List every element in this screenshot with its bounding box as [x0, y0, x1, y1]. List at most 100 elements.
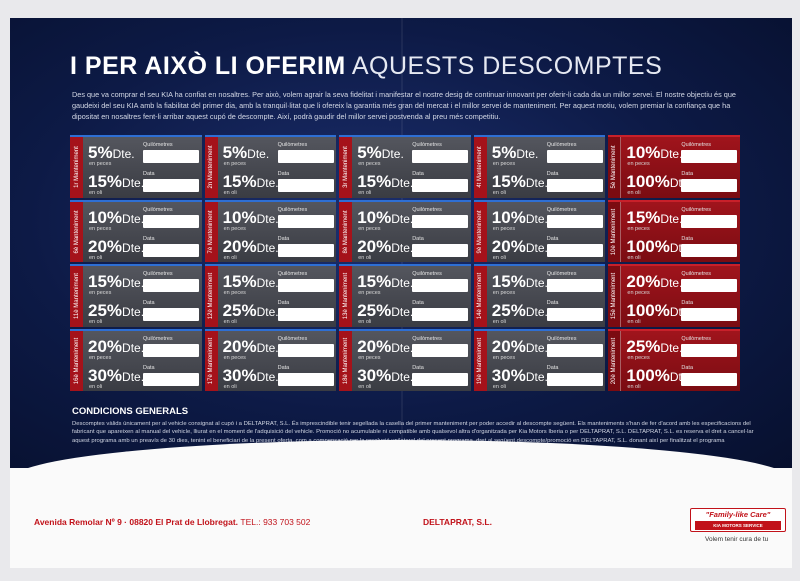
oil-percent: 15%	[491, 172, 526, 191]
oil-discount: 25%Dte.	[223, 301, 279, 321]
oil-discount-line: 25%Dte. en oli Data	[223, 299, 334, 327]
km-field[interactable]	[412, 214, 469, 228]
date-field[interactable]	[546, 243, 603, 257]
km-field[interactable]	[143, 343, 199, 357]
km-field[interactable]	[143, 279, 199, 292]
oil-percent: 20%	[88, 236, 123, 256]
date-field[interactable]	[546, 179, 603, 192]
date-field[interactable]	[412, 372, 469, 386]
date-field[interactable]	[277, 372, 334, 386]
date-field[interactable]	[412, 179, 469, 192]
parts-discount: 20%Dte.	[626, 272, 682, 292]
oil-sub: en oli	[627, 190, 641, 196]
date-field[interactable]	[277, 179, 334, 192]
km-field[interactable]	[681, 214, 738, 228]
oil-discount: 20%Dte.	[357, 237, 413, 257]
km-field[interactable]	[143, 214, 199, 228]
date-field[interactable]	[681, 243, 738, 257]
km-field[interactable]	[681, 150, 738, 163]
date-field[interactable]	[412, 308, 469, 321]
km-field[interactable]	[277, 343, 334, 357]
maintenance-label-text: 14è Manteniment	[477, 273, 484, 320]
oil-discount: 25%Dte.	[88, 301, 144, 321]
maintenance-label-text: 9è Manteniment	[477, 210, 484, 254]
date-field[interactable]	[546, 308, 603, 321]
km-field[interactable]	[412, 279, 469, 292]
date-field[interactable]	[412, 243, 469, 257]
parts-discount-line: 5%Dte. en peces Quilòmetres	[492, 141, 603, 169]
parts-discount: 20%Dte.	[492, 337, 548, 357]
oil-discount-line: 20%Dte. en oli Data	[88, 235, 199, 263]
parts-discount: 5%Dte.	[492, 143, 539, 163]
date-label: Data	[681, 300, 694, 306]
date-field[interactable]	[277, 243, 334, 257]
oil-discount: 25%Dte.	[492, 301, 548, 321]
parts-sub: en peces	[89, 290, 112, 296]
km-field[interactable]	[546, 150, 603, 163]
oil-discount-line: 25%Dte. en oli Data	[357, 299, 469, 327]
date-field[interactable]	[681, 372, 738, 386]
km-field[interactable]	[277, 150, 334, 163]
dte-label: Dte.	[525, 340, 548, 355]
dte-label: Dte.	[525, 176, 548, 190]
km-field[interactable]	[546, 343, 603, 357]
date-field[interactable]	[681, 308, 738, 321]
dte-label: Dte.	[122, 176, 145, 190]
parts-sub: en peces	[627, 290, 650, 296]
date-field[interactable]	[143, 179, 199, 192]
oil-discount-line: 20%Dte. en oli Data	[223, 235, 334, 263]
dte-label: Dte.	[391, 176, 414, 190]
date-field[interactable]	[681, 179, 738, 192]
coupon-maintenance-label: 6è Manteniment	[70, 201, 83, 262]
date-field[interactable]	[277, 308, 334, 321]
maintenance-label-text: 13è Manteniment	[342, 273, 349, 320]
date-label: Data	[681, 235, 694, 242]
km-label: Quilòmetres	[681, 206, 712, 213]
parts-sub: en peces	[89, 225, 112, 232]
km-field[interactable]	[546, 214, 603, 228]
oil-percent: 25%	[88, 301, 123, 320]
date-label: Data	[546, 235, 559, 242]
km-field[interactable]	[277, 279, 334, 292]
dte-label: Dte.	[112, 147, 135, 161]
oil-discount: 15%Dte.	[357, 172, 413, 192]
footer-address: Avenida Remolar Nº 9 · 08820 El Prat de …	[34, 517, 310, 527]
dte-label: Dte.	[525, 276, 548, 290]
date-field[interactable]	[143, 372, 199, 386]
parts-discount-line: 5%Dte. en peces Quilòmetres	[357, 141, 469, 169]
parts-discount-line: 15%Dte. en peces Quilòmetres	[223, 270, 334, 298]
date-label: Data	[143, 171, 155, 177]
dte-label: Dte.	[122, 276, 145, 290]
address-text: Avenida Remolar Nº 9 · 08820 El Prat de …	[34, 517, 239, 527]
oil-sub: en oli	[358, 383, 372, 390]
km-field[interactable]	[277, 214, 334, 228]
parts-percent: 20%	[357, 336, 392, 356]
date-field[interactable]	[143, 243, 199, 257]
coupon-maintenance-label: 4t Manteniment	[473, 137, 487, 198]
oil-percent: 15%	[222, 172, 257, 191]
oil-sub: en oli	[89, 190, 103, 196]
km-field[interactable]	[143, 150, 199, 163]
oil-sub: en oli	[492, 190, 506, 196]
km-field[interactable]	[412, 150, 469, 163]
dte-label: Dte.	[525, 369, 548, 384]
oil-sub: en oli	[223, 383, 237, 390]
date-field[interactable]	[546, 372, 603, 386]
parts-percent: 15%	[491, 272, 526, 291]
coupon-card: 11è Manteniment 15%Dte. en peces Quilòme…	[70, 264, 202, 327]
oil-discount-line: 30%Dte. en oli Data	[492, 364, 603, 392]
parts-percent: 15%	[626, 207, 661, 227]
badge-tagline: "Family-like Care"	[705, 510, 771, 519]
oil-percent: 25%	[222, 301, 257, 320]
km-field[interactable]	[681, 343, 738, 357]
km-field[interactable]	[412, 343, 469, 357]
km-field[interactable]	[546, 279, 603, 292]
coupon-maintenance-label: 1r Manteniment	[70, 137, 83, 198]
coupon-maintenance-label: 17è Manteniment	[204, 330, 218, 391]
parts-discount: 15%Dte.	[492, 272, 548, 292]
km-field[interactable]	[681, 279, 738, 292]
parts-sub: en peces	[223, 290, 246, 296]
parts-percent: 20%	[626, 272, 661, 291]
date-field[interactable]	[143, 308, 199, 321]
coupon-card: 6è Manteniment 10%Dte. en peces Quilòmet…	[70, 199, 202, 263]
